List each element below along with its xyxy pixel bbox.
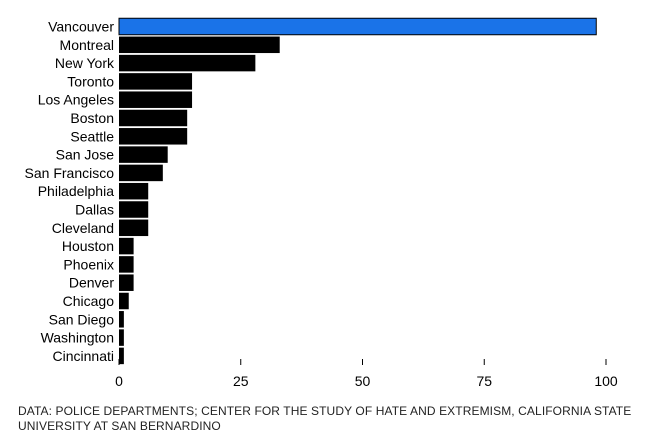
bar-chicago bbox=[119, 292, 129, 310]
x-tick-label-50: 50 bbox=[355, 373, 371, 389]
category-label-new-york: New York bbox=[55, 55, 115, 71]
category-label-san-jose: San Jose bbox=[56, 147, 115, 163]
source-note: DATA: POLICE DEPARTMENTS; CENTER FOR THE… bbox=[18, 404, 632, 433]
bar-dallas bbox=[119, 201, 149, 218]
bar-montreal bbox=[119, 36, 280, 54]
category-label-washington: Washington bbox=[41, 330, 114, 346]
bar-san-francisco bbox=[119, 164, 163, 182]
category-label-toronto: Toronto bbox=[67, 73, 114, 89]
category-label-san-diego: San Diego bbox=[49, 311, 115, 327]
category-label-denver: Denver bbox=[69, 275, 114, 291]
bar-cleveland bbox=[119, 219, 149, 237]
bar-new-york bbox=[119, 54, 256, 72]
bar-houston bbox=[119, 237, 134, 255]
category-labels: Vancouver Montreal New York Toronto Los Ange… bbox=[25, 19, 115, 364]
bar-cincinnati bbox=[119, 347, 124, 365]
category-label-dallas: Dallas bbox=[75, 202, 114, 218]
bar-vancouver bbox=[118, 17, 597, 36]
bar-boston bbox=[119, 109, 188, 127]
category-label-phoenix: Phoenix bbox=[63, 256, 114, 272]
bar-toronto bbox=[119, 73, 193, 90]
category-label-houston: Houston bbox=[62, 238, 114, 254]
category-label-boston: Boston bbox=[70, 110, 114, 126]
category-label-montreal: Montreal bbox=[60, 37, 114, 53]
bar-denver bbox=[119, 274, 134, 291]
category-label-seattle: Seattle bbox=[70, 128, 114, 144]
bar-san-jose bbox=[119, 146, 168, 163]
bars bbox=[118, 17, 597, 365]
category-label-philadelphia: Philadelphia bbox=[38, 183, 114, 199]
x-tick-label-25: 25 bbox=[233, 373, 249, 389]
x-tick-label-100: 100 bbox=[594, 373, 618, 389]
bar-san-diego bbox=[119, 311, 124, 328]
category-label-san-francisco: San Francisco bbox=[25, 165, 115, 181]
bar-phoenix bbox=[119, 256, 134, 273]
bar-chart: Vancouver Montreal New York Toronto Los Ange… bbox=[25, 17, 618, 389]
bar-washington bbox=[119, 329, 124, 346]
category-label-vancouver: Vancouver bbox=[48, 19, 114, 35]
bar-philadelphia bbox=[119, 182, 149, 200]
category-label-cleveland: Cleveland bbox=[52, 220, 114, 236]
category-label-cincinnati: Cincinnati bbox=[53, 348, 114, 364]
category-label-los-angeles: Los Angeles bbox=[38, 92, 114, 108]
x-tick-label-75: 75 bbox=[476, 373, 492, 389]
bar-los-angeles bbox=[119, 91, 193, 108]
bar-seattle bbox=[119, 128, 188, 145]
x-axis: 0 25 50 75 100 bbox=[115, 359, 618, 389]
x-tick-label-0: 0 bbox=[115, 373, 123, 389]
category-label-chicago: Chicago bbox=[63, 293, 115, 309]
